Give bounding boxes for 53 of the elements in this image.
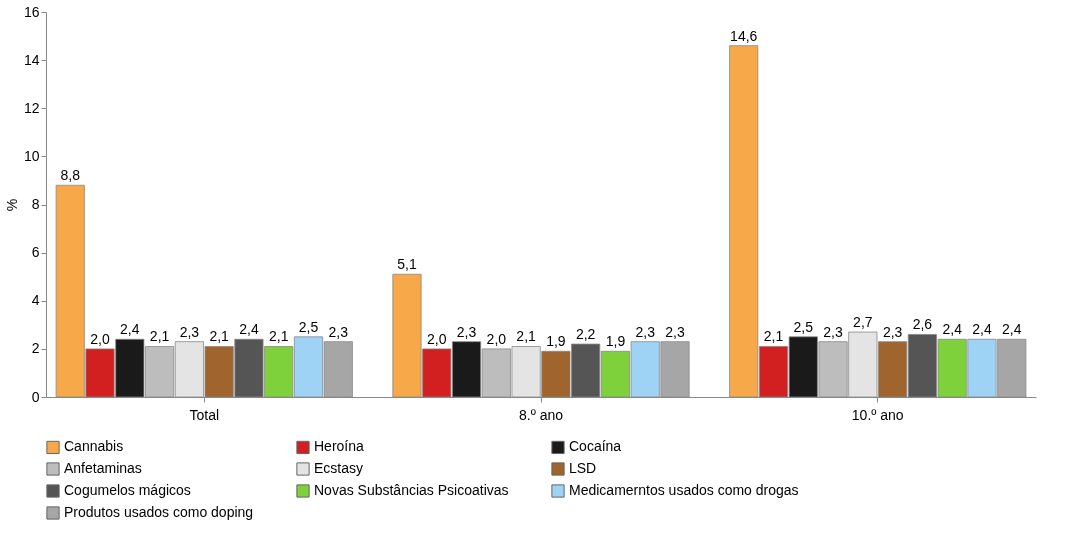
data-label: 2,3: [456, 323, 477, 340]
data-label: 2,0: [427, 330, 447, 347]
data-label: 2,3: [635, 323, 656, 340]
legend-label: Cannabis: [64, 438, 124, 455]
y-tick-label: 8: [31, 196, 40, 212]
data-label: 1,9: [605, 333, 626, 350]
data-label: 2,5: [298, 318, 319, 335]
data-label: 2,0: [90, 330, 110, 347]
data-label: 2,7: [853, 314, 873, 331]
legend-label: Novas Substâncias Psicoativas: [314, 482, 509, 498]
data-label: 2,1: [268, 328, 289, 345]
y-tick-label: 4: [31, 292, 40, 309]
data-label: 2,4: [120, 321, 140, 338]
data-label: 2,3: [823, 323, 843, 340]
data-label: 2,3: [665, 323, 685, 340]
legend-label: Heroína: [314, 438, 365, 455]
data-label: 2,4: [972, 321, 992, 338]
legend-label: LSD: [569, 460, 597, 476]
data-label: 2,3: [328, 323, 349, 340]
data-label: 2,4: [239, 321, 259, 338]
data-label: 2,3: [882, 323, 903, 340]
y-tick-label: 0: [31, 388, 40, 405]
data-label: 2,6: [912, 316, 933, 333]
legend-label: Cocaína: [569, 438, 622, 455]
data-label: 2,1: [149, 328, 170, 345]
x-tick-label: 8.º ano: [518, 406, 564, 423]
x-tick-label: 10.º ano: [851, 406, 904, 423]
legend-label: Anfetaminas: [64, 460, 142, 476]
y-tick-label: 14: [23, 51, 40, 68]
data-label: 2,0: [486, 330, 507, 347]
data-label: 2,3: [179, 323, 200, 340]
data-label: 2,1: [763, 328, 784, 345]
legend-label: Ecstasy: [314, 460, 364, 476]
legend-label: Medicamerntos usados como drogas: [569, 482, 799, 498]
data-label: 14,6: [730, 27, 758, 44]
legend-label: Cogumelos mágicos: [64, 482, 191, 498]
data-label: 2,2: [575, 326, 596, 343]
legend-label: Produtos usados como doping: [64, 504, 254, 520]
y-axis-title: %: [3, 198, 20, 212]
y-tick-label: 12: [23, 99, 40, 116]
data-label: 5,1: [397, 256, 417, 273]
data-label: 1,9: [546, 333, 566, 350]
y-tick-label: 6: [31, 244, 40, 261]
data-label: 2,1: [516, 328, 537, 345]
data-label: 2,4: [942, 321, 963, 338]
data-label: 2,1: [209, 328, 230, 345]
x-tick-label: Total: [189, 406, 220, 423]
y-tick-label: 2: [31, 340, 40, 357]
y-tick-label: 10: [23, 147, 40, 164]
data-label: 2,5: [793, 318, 814, 335]
y-tick-label: 16: [23, 3, 40, 20]
data-label: 8,8: [60, 167, 81, 184]
data-label: 2,4: [1002, 321, 1022, 338]
